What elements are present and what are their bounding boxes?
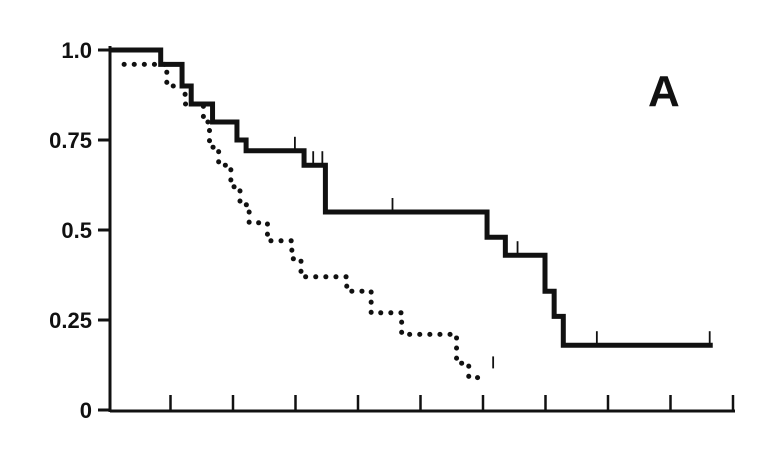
series-solid: [110, 47, 713, 348]
y-tick-label: 0.75: [49, 128, 92, 153]
y-tick-label: 0: [80, 398, 92, 423]
y-tick-label: 0.5: [61, 218, 92, 243]
panel-label: A: [648, 67, 680, 116]
series-group: [110, 47, 713, 381]
series-dotted: [121, 61, 495, 381]
y-tick-label: 1.0: [61, 38, 92, 63]
survival-curve-dotted: [121, 61, 490, 381]
survival-curve-solid: [110, 47, 713, 348]
ticks: 0 0.25 0.5 0.75 1.0: [49, 38, 735, 423]
y-tick-label: 0.25: [49, 308, 92, 333]
axes: [108, 46, 735, 413]
